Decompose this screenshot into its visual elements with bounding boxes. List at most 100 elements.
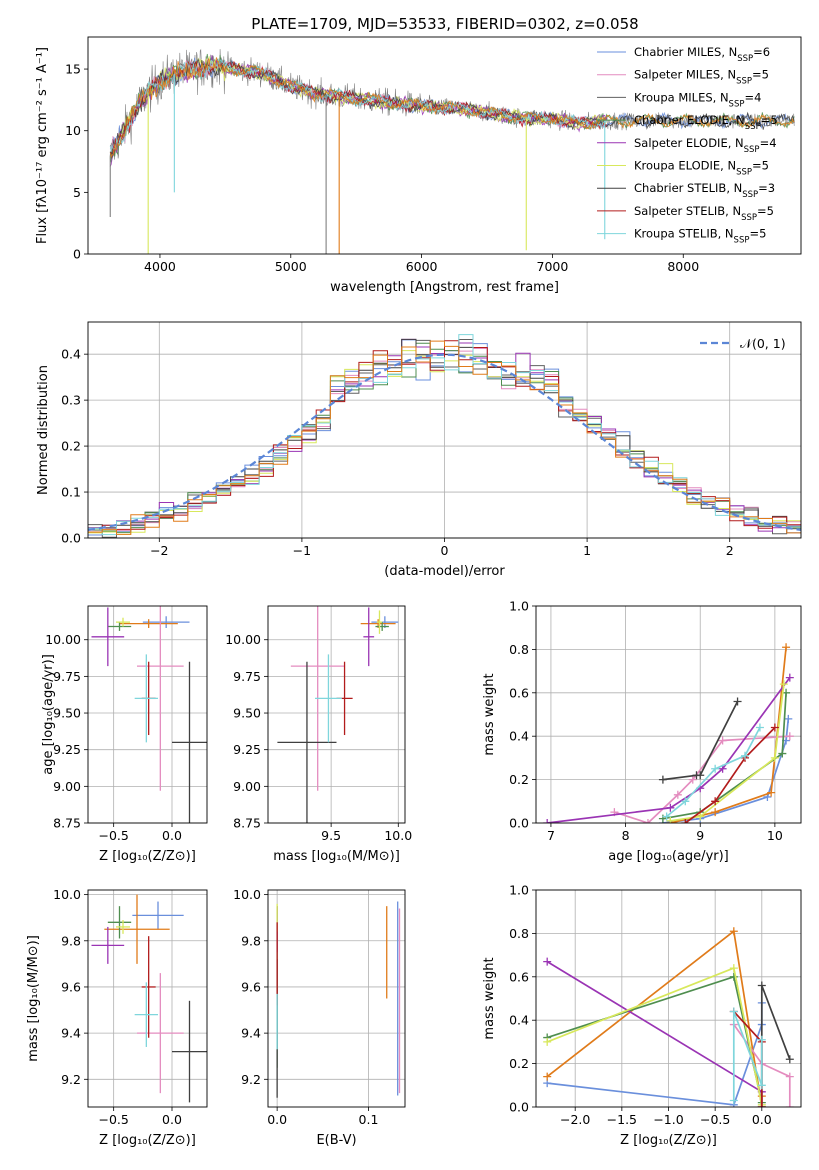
axes-age_vs_Z: −0.5 0.0 8.75 9.00 9.25 9.50 9.75 10.00 Z [log₁₀… — [41, 605, 208, 864]
weight-marker — [718, 736, 727, 745]
errorbar-point — [137, 973, 184, 1094]
tick-label-y: 0.2 — [509, 1056, 529, 1071]
plot-area — [91, 894, 207, 1103]
axis-label-y: mass [log₁₀(M/M⊙)] — [26, 935, 41, 1062]
errorbar-point — [116, 920, 130, 934]
weight-marker — [711, 797, 720, 806]
axes-frame — [535, 605, 802, 824]
tick-label-y: 10.0 — [53, 887, 81, 902]
legend: Chabrier MILES, NSSP=6 Salpeter MILES, NS… — [597, 45, 778, 246]
tick-label-x: −0.5 — [98, 1112, 128, 1127]
model-spectrum — [109, 58, 607, 153]
tick-label-y: 0.6 — [509, 969, 529, 984]
errorbar-point — [134, 982, 158, 1047]
weight-marker — [729, 972, 738, 981]
tick-label-x: 10 — [767, 828, 783, 843]
tick-label-y: 9.75 — [233, 669, 261, 684]
axes-weight_vs_Z: −2.0 −1.5 −1.0 −0.5 0.0 0.0 0.2 0.4 0.6 0.8 1.0 Z [… — [482, 883, 802, 1148]
axes-mass_vs_ebv: 0.0 0.1 9.2 9.4 9.6 9.8 10.0 E(B-V) — [233, 887, 406, 1148]
plot-area — [276, 901, 401, 1098]
weight-marker — [543, 1072, 552, 1081]
weight-marker — [662, 812, 671, 821]
legend-label: Kroupa ELODIE, NSSP=5 — [634, 159, 769, 178]
weight-line — [546, 960, 763, 1107]
plot-area — [277, 606, 399, 823]
weight-marker — [741, 751, 750, 760]
tick-label-y: 8.75 — [53, 816, 81, 831]
tick-label-y: 9.4 — [61, 1026, 81, 1041]
tick-label-y: 9.75 — [53, 669, 81, 684]
weight-series — [729, 1007, 766, 1105]
axes-frame — [535, 889, 802, 1108]
weight-marker — [681, 797, 690, 806]
weight-marker — [733, 697, 742, 706]
tick-label-y: 15 — [65, 62, 81, 77]
tick-label-x: −0.5 — [700, 1112, 730, 1127]
weight-series — [658, 714, 793, 823]
plot-area — [91, 606, 207, 823]
legend-label: Kroupa MILES, NSSP=4 — [634, 90, 761, 109]
weight-series — [681, 723, 779, 823]
tick-label-y: 8.75 — [233, 816, 261, 831]
tick-label-y: 0.8 — [509, 642, 529, 657]
model-spectrum — [109, 56, 607, 159]
weight-marker — [729, 964, 738, 973]
weight-marker — [696, 771, 705, 780]
weight-line — [662, 718, 790, 823]
axis-label-y: age [log₁₀(age/yr)] — [41, 654, 56, 775]
weight-line — [546, 966, 763, 1105]
tick-label-y: 10.00 — [45, 632, 81, 647]
weight-line — [546, 929, 763, 1107]
tick-label-x: 0 — [441, 543, 449, 558]
tick-label-x: 9 — [696, 828, 704, 843]
weight-marker — [543, 1037, 552, 1046]
tick-label-x: −1.5 — [607, 1112, 637, 1127]
tick-label-y: 9.2 — [241, 1072, 261, 1087]
weight-marker — [711, 764, 720, 773]
tick-label-y: 9.8 — [241, 933, 261, 948]
errorbar-point — [107, 622, 132, 631]
tick-label-x: 0.1 — [359, 1112, 379, 1127]
tick-label-y: 10.0 — [233, 887, 261, 902]
weight-marker — [757, 1081, 766, 1090]
tick-label-x: 9.5 — [321, 828, 341, 843]
tick-label-y: 10 — [65, 123, 81, 138]
weight-marker — [658, 775, 667, 784]
tick-label-y: 1.0 — [509, 599, 529, 614]
tick-label-x: −0.5 — [98, 828, 128, 843]
errorbar-point — [119, 619, 178, 628]
tick-label-y: 0.8 — [509, 926, 529, 941]
tick-label-y: 0.4 — [61, 347, 81, 362]
weight-series — [662, 723, 764, 821]
axis-label-x: age [log₁₀(age/yr)] — [608, 849, 729, 864]
weight-series — [543, 927, 766, 1107]
tick-label-y: 9.50 — [53, 706, 81, 721]
errorbar-point — [107, 906, 132, 939]
residual-histogram — [88, 334, 801, 536]
weight-marker — [767, 788, 776, 797]
weight-line — [546, 975, 763, 1103]
weight-marker — [779, 680, 788, 689]
weight-line — [684, 726, 776, 823]
tick-label-y: 0.4 — [509, 1013, 529, 1028]
weight-marker — [666, 803, 675, 812]
legend-label: 𝒩(0, 1) — [740, 336, 786, 351]
weight-line — [733, 1024, 791, 1107]
axes-spectrum: 4000 5000 6000 7000 8000 0 5 10 15 wavelength [An… — [35, 36, 802, 295]
weight-marker — [785, 732, 794, 741]
tick-label-x: 8000 — [667, 259, 699, 274]
errorbar-point — [91, 607, 125, 667]
errorbar-point — [277, 661, 337, 823]
weight-marker — [782, 643, 791, 652]
tick-label-y: 9.4 — [241, 1026, 261, 1041]
tick-label-y: 0.0 — [61, 531, 81, 546]
tick-label-y: 0.0 — [509, 816, 529, 831]
legend-label: Chabrier STELIB, NSSP=3 — [634, 181, 775, 200]
tick-label-x: 2 — [726, 543, 734, 558]
tick-label-x: 10.0 — [384, 828, 412, 843]
weight-series — [658, 697, 742, 784]
axis-label-x: Z [log₁₀(Z/Z⊙)] — [99, 1133, 196, 1148]
weight-marker — [757, 981, 766, 990]
tick-label-x: −1 — [293, 543, 311, 558]
